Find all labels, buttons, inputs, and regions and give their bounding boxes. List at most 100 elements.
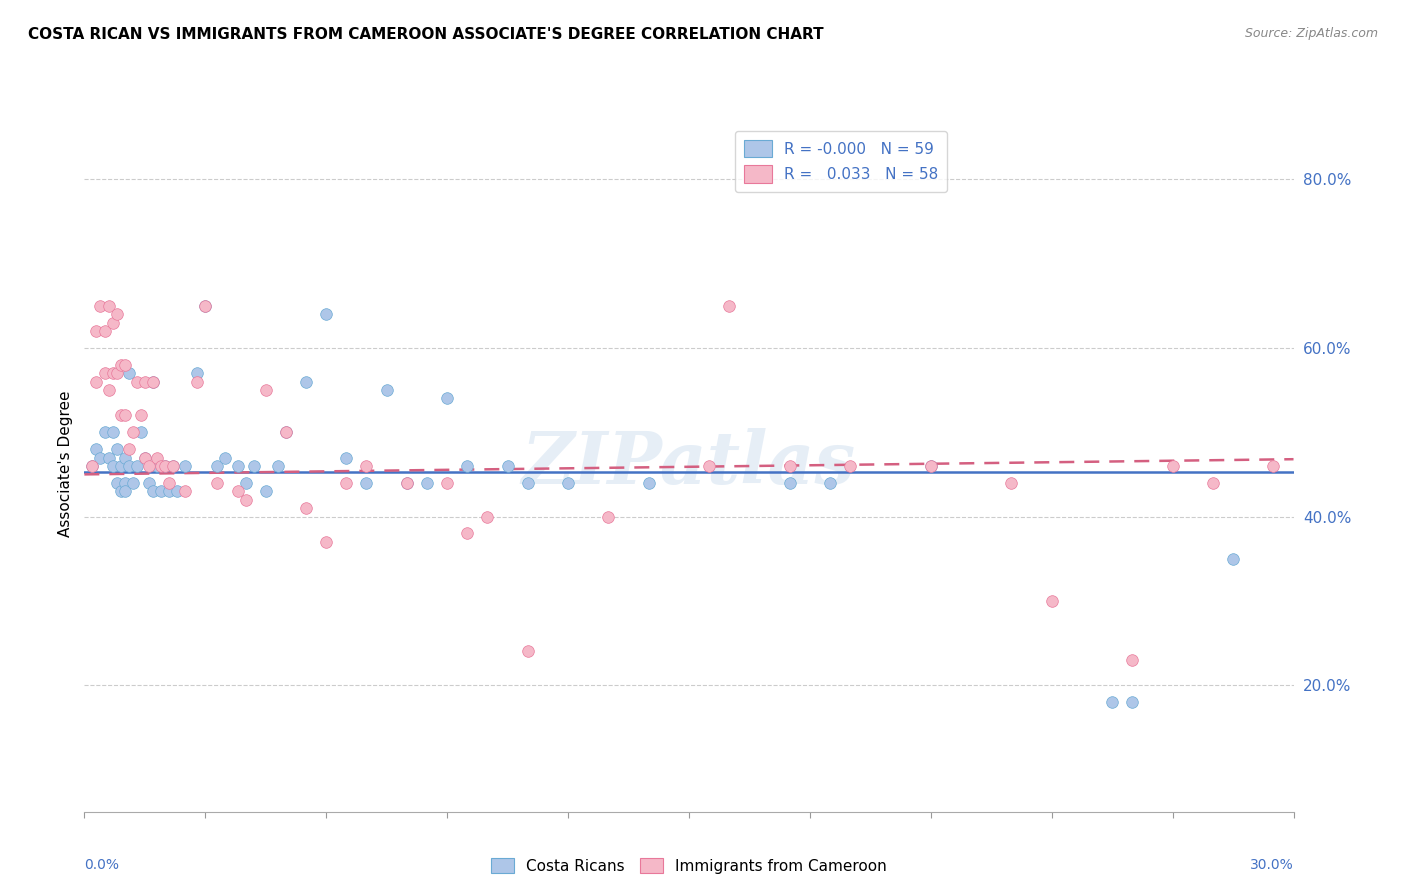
- Point: [295, 501, 318, 516]
- Point: [254, 383, 277, 397]
- Point: [118, 366, 141, 380]
- Point: [101, 316, 124, 330]
- Point: [129, 409, 152, 423]
- Point: [477, 509, 499, 524]
- Point: [335, 475, 357, 490]
- Point: [1121, 695, 1143, 709]
- Point: [129, 425, 152, 440]
- Point: [105, 366, 128, 380]
- Point: [194, 299, 217, 313]
- Point: [356, 475, 378, 490]
- Point: [254, 484, 277, 499]
- Point: [395, 475, 418, 490]
- Point: [125, 375, 148, 389]
- Point: [174, 484, 197, 499]
- Point: [516, 475, 538, 490]
- Point: [315, 307, 337, 321]
- Point: [134, 450, 156, 465]
- Point: [920, 458, 942, 473]
- Point: [142, 484, 165, 499]
- Point: [1263, 458, 1285, 473]
- Point: [110, 358, 132, 372]
- Point: [598, 509, 620, 524]
- Point: [105, 475, 128, 490]
- Point: [496, 458, 519, 473]
- Point: [142, 375, 165, 389]
- Point: [146, 450, 169, 465]
- Text: Source: ZipAtlas.com: Source: ZipAtlas.com: [1244, 27, 1378, 40]
- Point: [146, 458, 169, 473]
- Point: [1000, 475, 1022, 490]
- Point: [375, 383, 398, 397]
- Point: [114, 475, 136, 490]
- Point: [93, 366, 115, 380]
- Point: [125, 458, 148, 473]
- Point: [456, 458, 478, 473]
- Point: [142, 375, 165, 389]
- Text: COSTA RICAN VS IMMIGRANTS FROM CAMEROON ASSOCIATE'S DEGREE CORRELATION CHART: COSTA RICAN VS IMMIGRANTS FROM CAMEROON …: [28, 27, 824, 42]
- Point: [149, 484, 172, 499]
- Point: [456, 526, 478, 541]
- Legend: R = -0.000   N = 59, R =   0.033   N = 58: R = -0.000 N = 59, R = 0.033 N = 58: [735, 130, 948, 192]
- Point: [101, 458, 124, 473]
- Point: [89, 450, 111, 465]
- Text: 0.0%: 0.0%: [84, 858, 120, 872]
- Point: [105, 442, 128, 456]
- Point: [186, 366, 208, 380]
- Point: [110, 458, 132, 473]
- Point: [121, 475, 143, 490]
- Point: [118, 442, 141, 456]
- Point: [436, 475, 458, 490]
- Point: [839, 458, 862, 473]
- Point: [82, 458, 104, 473]
- Point: [101, 425, 124, 440]
- Legend: Costa Ricans, Immigrants from Cameroon: Costa Ricans, Immigrants from Cameroon: [485, 852, 893, 880]
- Point: [194, 299, 217, 313]
- Point: [153, 458, 176, 473]
- Point: [162, 458, 184, 473]
- Point: [114, 358, 136, 372]
- Point: [697, 458, 720, 473]
- Point: [516, 644, 538, 658]
- Point: [138, 458, 160, 473]
- Point: [86, 442, 108, 456]
- Point: [395, 475, 418, 490]
- Point: [214, 450, 236, 465]
- Point: [118, 458, 141, 473]
- Point: [86, 375, 108, 389]
- Point: [97, 383, 120, 397]
- Point: [114, 484, 136, 499]
- Point: [110, 484, 132, 499]
- Point: [121, 425, 143, 440]
- Point: [149, 458, 172, 473]
- Point: [1121, 653, 1143, 667]
- Point: [97, 450, 120, 465]
- Point: [274, 425, 297, 440]
- Text: ZIPatlas: ZIPatlas: [522, 428, 856, 500]
- Point: [1161, 458, 1184, 473]
- Point: [153, 458, 176, 473]
- Point: [82, 458, 104, 473]
- Point: [436, 392, 458, 406]
- Point: [110, 409, 132, 423]
- Point: [226, 458, 249, 473]
- Point: [166, 484, 188, 499]
- Point: [157, 475, 180, 490]
- Y-axis label: Associate's Degree: Associate's Degree: [58, 391, 73, 537]
- Point: [267, 458, 290, 473]
- Point: [920, 458, 942, 473]
- Point: [134, 375, 156, 389]
- Point: [101, 366, 124, 380]
- Point: [315, 534, 337, 549]
- Point: [105, 307, 128, 321]
- Point: [1101, 695, 1123, 709]
- Point: [93, 324, 115, 338]
- Point: [89, 299, 111, 313]
- Point: [235, 492, 257, 507]
- Point: [242, 458, 264, 473]
- Point: [174, 458, 197, 473]
- Point: [157, 484, 180, 499]
- Point: [138, 475, 160, 490]
- Point: [235, 475, 257, 490]
- Point: [416, 475, 439, 490]
